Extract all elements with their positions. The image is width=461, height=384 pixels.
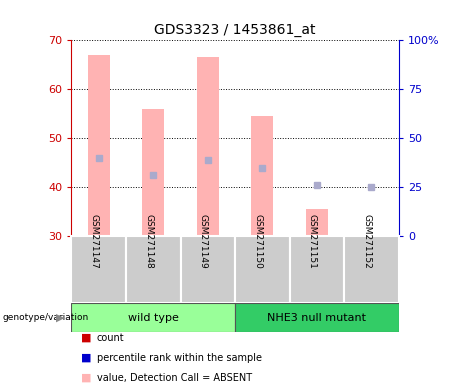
Bar xyxy=(235,303,399,332)
Text: GSM271147: GSM271147 xyxy=(90,214,99,269)
Bar xyxy=(344,236,399,303)
Bar xyxy=(361,235,382,236)
Text: percentile rank within the sample: percentile rank within the sample xyxy=(97,353,262,363)
Bar xyxy=(252,116,273,236)
Bar xyxy=(71,303,235,332)
Bar xyxy=(306,209,328,236)
Title: GDS3323 / 1453861_at: GDS3323 / 1453861_at xyxy=(154,23,316,36)
Text: GSM271152: GSM271152 xyxy=(362,214,372,269)
Text: wild type: wild type xyxy=(128,313,179,323)
Text: GSM271149: GSM271149 xyxy=(199,214,208,269)
Text: genotype/variation: genotype/variation xyxy=(2,313,89,322)
Text: NHE3 null mutant: NHE3 null mutant xyxy=(267,313,366,323)
Bar xyxy=(290,236,344,303)
Text: GSM271150: GSM271150 xyxy=(254,214,262,269)
Text: ■: ■ xyxy=(81,373,91,383)
Text: value, Detection Call = ABSENT: value, Detection Call = ABSENT xyxy=(97,373,252,383)
Text: GSM271151: GSM271151 xyxy=(308,214,317,269)
Bar xyxy=(71,236,126,303)
Text: ▶: ▶ xyxy=(56,313,64,323)
Bar xyxy=(142,109,164,236)
Text: ■: ■ xyxy=(81,353,91,363)
Text: count: count xyxy=(97,333,124,343)
Bar xyxy=(88,55,110,236)
Text: ■: ■ xyxy=(81,333,91,343)
Bar xyxy=(197,58,219,236)
Bar xyxy=(181,236,235,303)
Bar xyxy=(126,236,181,303)
Text: GSM271148: GSM271148 xyxy=(144,214,153,269)
Bar xyxy=(235,236,290,303)
